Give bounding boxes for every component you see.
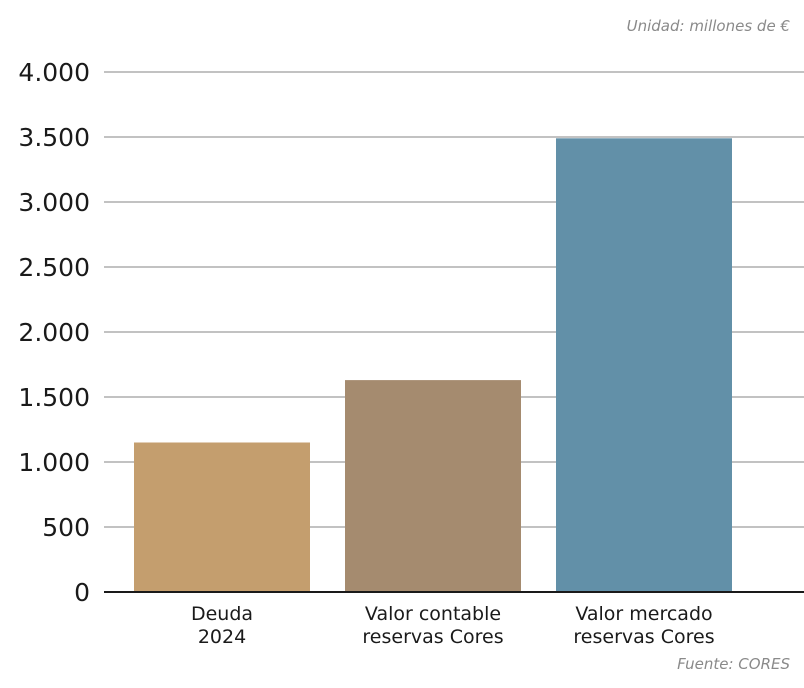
x-category-label: reservas Cores	[362, 626, 503, 648]
bar	[134, 442, 310, 592]
y-tick-label: 3.500	[18, 123, 90, 152]
y-tick-label: 1.000	[18, 448, 90, 477]
x-category-label: reservas Cores	[573, 626, 714, 648]
y-tick-label: 2.500	[18, 253, 90, 282]
x-category-label: Valor mercado	[575, 603, 712, 625]
y-tick-label: 500	[42, 513, 90, 542]
y-tick-label: 0	[74, 578, 90, 607]
source-note: Fuente: CORES	[677, 655, 790, 673]
y-tick-label: 1.500	[18, 383, 90, 412]
bar	[556, 138, 732, 593]
x-category-label: Valor contable	[365, 603, 501, 625]
unit-note: Unidad: millones de €	[626, 17, 790, 35]
x-category-label: Deuda	[191, 603, 253, 625]
y-tick-label: 3.000	[18, 188, 90, 217]
bar	[345, 380, 521, 592]
bars	[134, 138, 732, 593]
y-axis-ticks: 0 500 1.000 1.500 2.000 2.500 3.000 3.500 4.000	[18, 58, 90, 607]
y-tick-label: 4.000	[18, 58, 90, 87]
y-tick-label: 2.000	[18, 318, 90, 347]
x-category-label: 2024	[198, 626, 246, 648]
